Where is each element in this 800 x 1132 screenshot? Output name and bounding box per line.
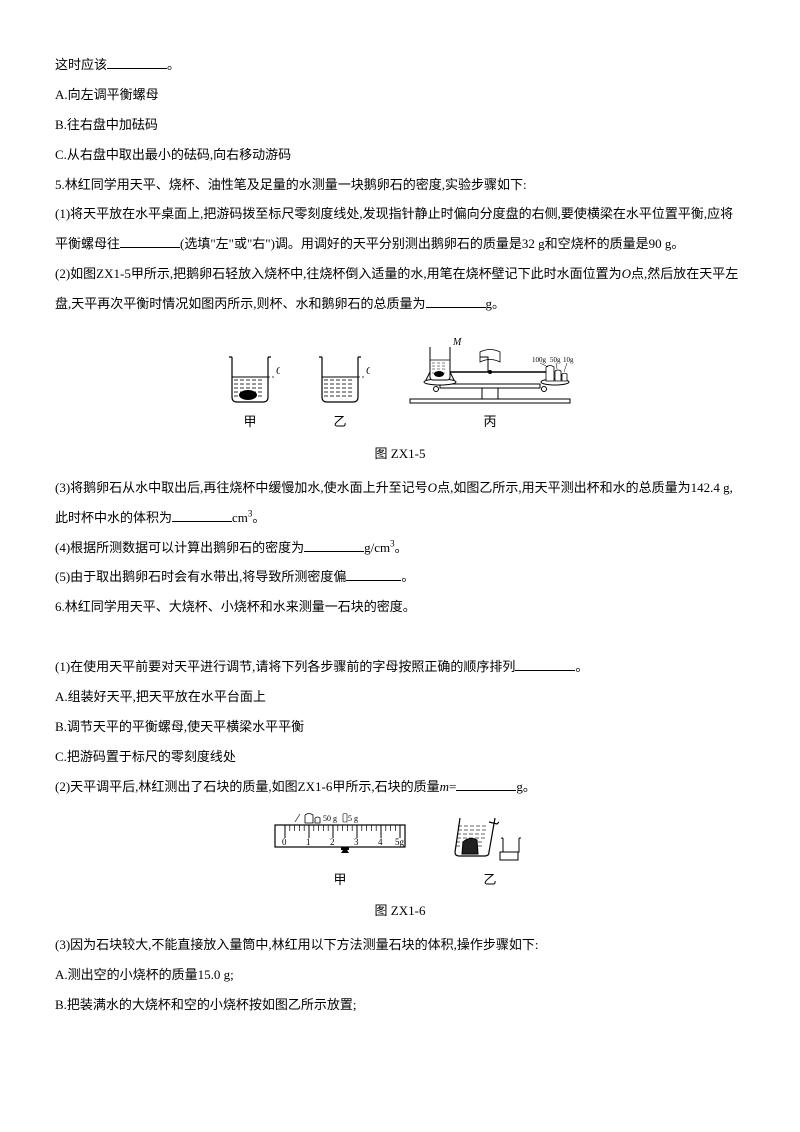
- beaker-set-yi: 乙: [445, 810, 535, 895]
- label-yi: 乙: [310, 407, 370, 437]
- svg-text:M: M: [452, 337, 462, 348]
- q5-intro: 5.林红同学用天平、烧杯、油性笔及足量的水测量一块鹅卵石的密度,实验步骤如下:: [55, 170, 745, 200]
- q6-intro: 6.林红同学用天平、大烧杯、小烧杯和水来测量一石块的密度。: [55, 592, 745, 622]
- beaker-yi: O 乙: [310, 347, 370, 437]
- q6-step3: (3)因为石块较大,不能直接放入量筒中,林红用以下方法测量石块的体积,操作步骤如…: [55, 930, 745, 960]
- q5-step3: (3)将鹅卵石从水中取出后,再往烧杯中缓慢加水,使水面上升至记号O点,如图乙所示…: [55, 473, 745, 533]
- blank-q5-2[interactable]: [426, 295, 486, 308]
- label-bing: 丙: [400, 407, 580, 437]
- figure-caption-2: 图 ZX1-6: [55, 896, 745, 926]
- svg-text:1: 1: [306, 837, 311, 847]
- option-b6: B.调节天平的平衡螺母,使天平横梁水平平衡: [55, 712, 745, 742]
- blank-q5-5[interactable]: [346, 568, 401, 581]
- svg-text:O: O: [276, 366, 280, 377]
- blank-q5-1[interactable]: [120, 235, 180, 248]
- option-a: A.向左调平衡螺母: [55, 80, 745, 110]
- q6-step1: (1)在使用天平前要对天平进行调节,请将下列各步骤前的字母按照正确的顺序排列。: [55, 652, 745, 682]
- svg-text:0: 0: [282, 837, 287, 847]
- blank-q5-3[interactable]: [172, 509, 232, 522]
- svg-text:3: 3: [354, 837, 359, 847]
- balance-bing: M 100g 50g 10g 丙: [400, 327, 580, 437]
- option-c: C.从右盘中取出最小的砝码,向右移动游码: [55, 140, 745, 170]
- option-b63: B.把装满水的大烧杯和空的小烧杯按如图乙所示放置;: [55, 990, 745, 1020]
- option-a63: A.测出空的小烧杯的质量15.0 g;: [55, 960, 745, 990]
- blank-1[interactable]: [107, 56, 167, 69]
- label-jia: 甲: [220, 407, 280, 437]
- ruler-jia: 50 g 5 g 0 1 2 3: [265, 810, 415, 895]
- svg-text:4: 4: [378, 837, 383, 847]
- beaker-jia: O 甲: [220, 347, 280, 437]
- svg-text:2: 2: [330, 837, 335, 847]
- option-c6: C.把游码置于标尺的零刻度线处: [55, 742, 745, 772]
- blank-q6-2[interactable]: [456, 778, 516, 791]
- blank-q6-1[interactable]: [515, 658, 575, 671]
- svg-text:O: O: [366, 366, 370, 377]
- svg-text:5g: 5g: [395, 837, 405, 847]
- svg-text:50g: 50g: [550, 356, 561, 364]
- svg-text:100g: 100g: [532, 356, 547, 364]
- q5-step2: (2)如图ZX1-5甲所示,把鹅卵石轻放入烧杯中,往烧杯倒入适量的水,用笔在烧杯…: [55, 259, 745, 319]
- q5-step1: (1)将天平放在水平桌面上,把游码拨至标尺零刻度线处,发现指针静止时偏向分度盘的…: [55, 199, 745, 259]
- label-jia2: 甲: [265, 865, 415, 895]
- option-a6: A.组装好天平,把天平放在水平台面上: [55, 682, 745, 712]
- line-continuation: 这时应该。: [55, 50, 745, 80]
- svg-text:5 g: 5 g: [348, 814, 358, 823]
- q5-step4: (4)根据所测数据可以计算出鹅卵石的密度为g/cm3。: [55, 533, 745, 563]
- svg-text:10g: 10g: [563, 356, 574, 364]
- figure-caption-1: 图 ZX1-5: [55, 439, 745, 469]
- q6-step2: (2)天平调平后,林红测出了石块的质量,如图ZX1-6甲所示,石块的质量m=g。: [55, 772, 745, 802]
- figure-zx1-5: O 甲 O 乙: [55, 327, 745, 437]
- blank-q5-4[interactable]: [304, 539, 364, 552]
- figure-zx1-6: 50 g 5 g 0 1 2 3: [55, 810, 745, 895]
- option-b: B.往右盘中加砝码: [55, 110, 745, 140]
- label-yi2: 乙: [445, 865, 535, 895]
- q5-step5: (5)由于取出鹅卵石时会有水带出,将导致所测密度偏。: [55, 562, 745, 592]
- svg-text:50 g: 50 g: [323, 814, 337, 823]
